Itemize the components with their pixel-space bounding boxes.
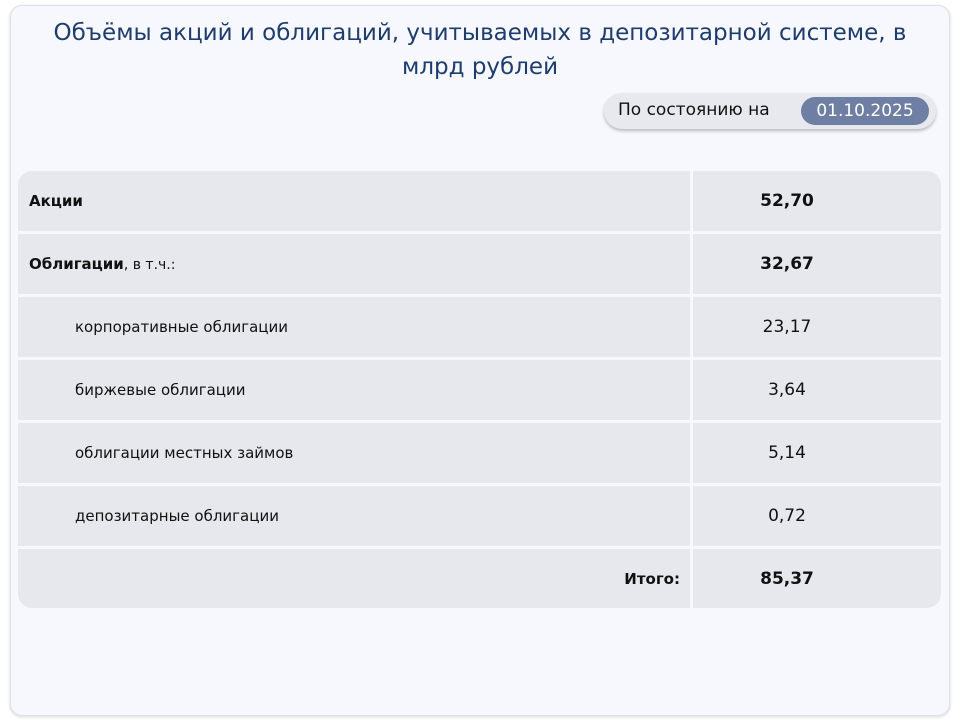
row-value: 0,72 <box>768 506 806 526</box>
row-value: 3,64 <box>768 380 806 400</box>
table-row: Облигации, в т.ч.: 32,67 <box>18 234 941 294</box>
row-label: депозитарные облигации <box>75 507 279 525</box>
as-of-date: 01.10.2025 <box>801 97 929 125</box>
row-label: облигации местных займов <box>75 444 294 462</box>
row-label: биржевые облигации <box>75 381 246 399</box>
row-label: Акции <box>29 192 83 210</box>
row-label: корпоративные облигации <box>75 318 288 336</box>
table-row: Акции 52,70 <box>18 171 941 231</box>
table-row: корпоративные облигации 23,17 <box>18 297 941 357</box>
total-label: Итого: <box>624 569 680 588</box>
row-value: 32,67 <box>760 254 814 274</box>
row-label-suffix: , в т.ч.: <box>123 257 176 273</box>
row-value: 5,14 <box>768 443 806 463</box>
table-row: биржевые облигации 3,64 <box>18 360 941 420</box>
table-row: облигации местных займов 5,14 <box>18 423 941 483</box>
page-title: Объёмы акций и облигаций, учитываемых в … <box>53 20 907 80</box>
table-row: депозитарные облигации 0,72 <box>18 486 941 546</box>
total-value: 85,37 <box>760 568 814 589</box>
row-value: 23,17 <box>762 317 812 337</box>
as-of-badge: По состоянию на 01.10.2025 <box>604 93 936 129</box>
data-table: Акции 52,70 Облигации, в т.ч.: 32,67 кор… <box>18 171 941 608</box>
row-value: 52,70 <box>760 191 814 211</box>
as-of-label: По состоянию на <box>618 100 770 120</box>
row-label: Облигации <box>29 255 124 273</box>
table-row-total: Итого: 85,37 <box>18 549 941 608</box>
